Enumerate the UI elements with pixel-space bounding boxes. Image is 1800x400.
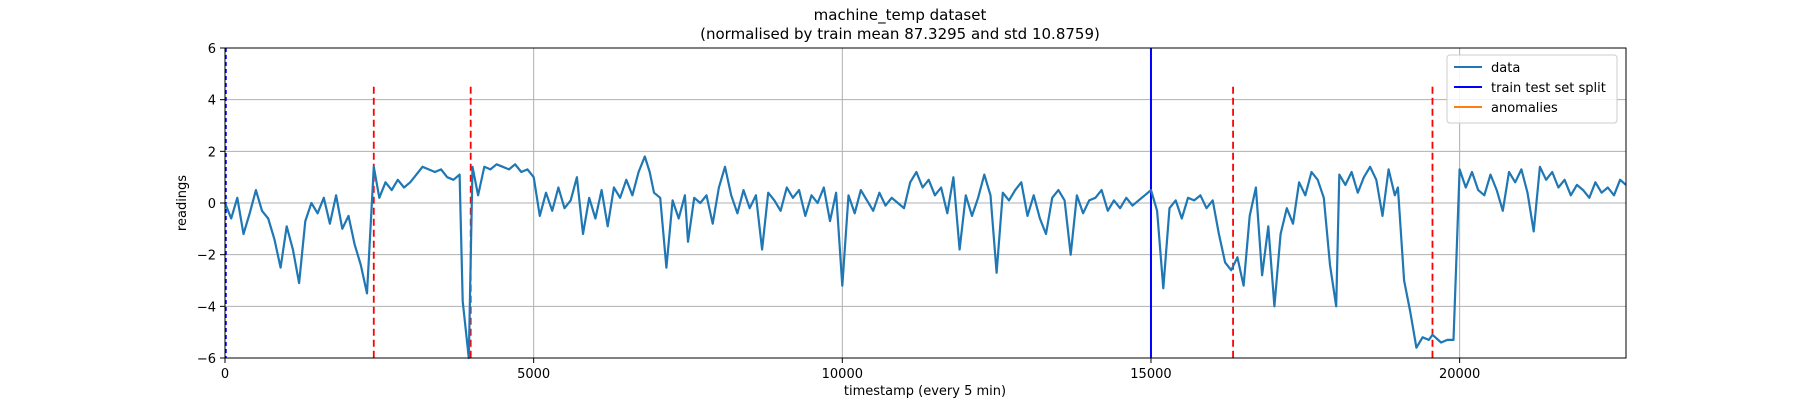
x-tick-label: 10000: [822, 367, 863, 382]
y-tick-label: 6: [208, 42, 216, 57]
x-tick-label: 20000: [1439, 367, 1480, 382]
y-tick-label: 0: [208, 197, 216, 212]
chart-title: machine_temp dataset: [814, 6, 987, 25]
legend: data train test set split anomalies: [1446, 54, 1618, 124]
y-tick-label: −6: [197, 352, 216, 367]
x-tick-label: 5000: [517, 367, 550, 382]
legend-label-split: train test set split: [1491, 81, 1606, 96]
data-series-group: [223, 155, 1627, 360]
data-series-line: [223, 155, 1627, 360]
legend-label-anomalies: anomalies: [1491, 101, 1558, 116]
legend-label-data: data: [1491, 61, 1520, 76]
legend-box: [1446, 54, 1618, 124]
y-tick-label: 2: [208, 145, 216, 160]
x-tick-label: 0: [221, 367, 229, 382]
y-tick-label: 4: [208, 94, 216, 109]
y-axis-ticks: −6 −4 −2 0 2 4 6: [197, 42, 225, 367]
x-tick-label: 15000: [1130, 367, 1171, 382]
y-tick-label: −4: [197, 300, 216, 315]
chart-subtitle: (normalised by train mean 87.3295 and st…: [700, 25, 1100, 43]
grid-lines: [224, 47, 1626, 359]
y-axis-label: readings: [175, 175, 190, 231]
y-tick-label: −2: [197, 249, 216, 264]
x-axis-label: timestamp (every 5 min): [844, 384, 1006, 399]
x-axis-ticks: 0 5000 10000 15000 20000: [221, 358, 1480, 382]
